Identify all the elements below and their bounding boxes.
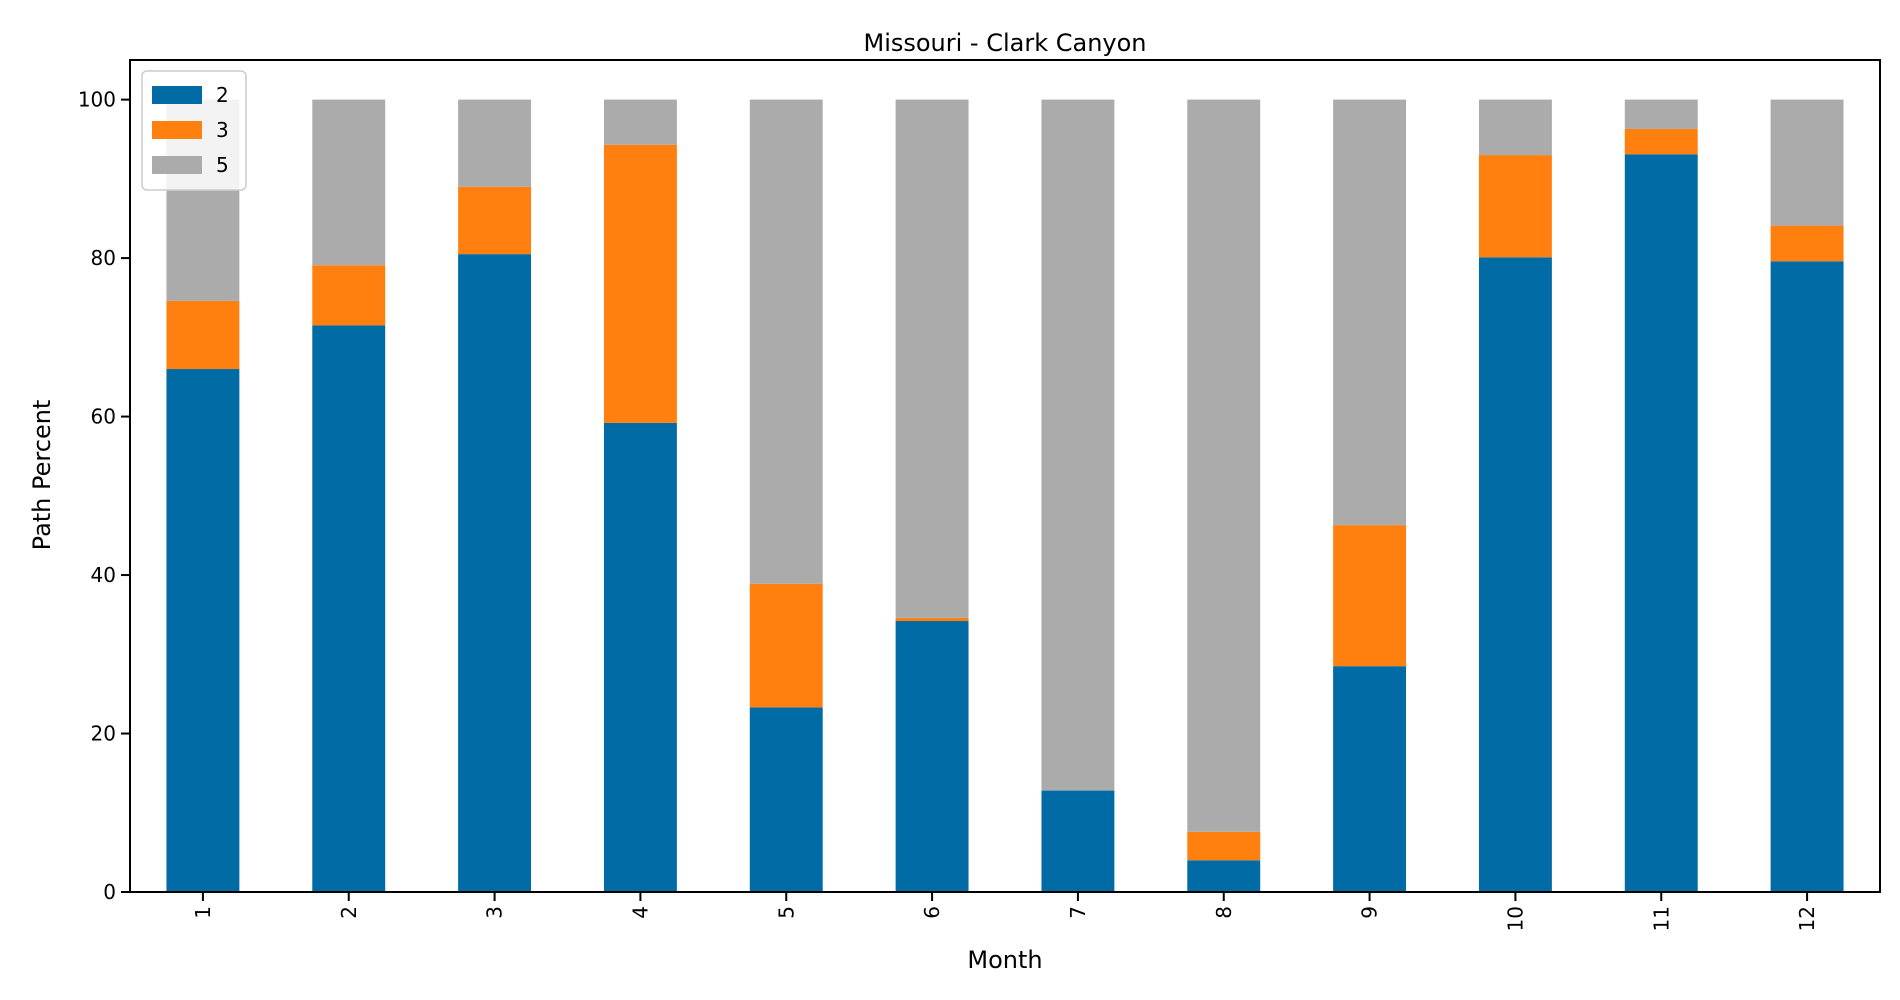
bar-month-6-series-5 bbox=[895, 99, 969, 618]
y-tick-label: 100 bbox=[78, 88, 116, 112]
bar-month-12-series-2 bbox=[1770, 261, 1844, 892]
y-tick-label: 80 bbox=[91, 246, 116, 270]
bar-month-10-series-2 bbox=[1478, 257, 1552, 892]
bars-group bbox=[166, 99, 1844, 893]
x-tick-label: 8 bbox=[1212, 906, 1236, 919]
bar-month-6-series-2 bbox=[895, 621, 969, 892]
bar-month-12-series-3 bbox=[1770, 225, 1844, 262]
bar-month-6-series-3 bbox=[895, 617, 969, 622]
bar-month-3-series-3 bbox=[458, 186, 532, 255]
x-axis-title: Month bbox=[967, 946, 1042, 974]
bar-month-3-series-5 bbox=[458, 99, 532, 187]
bar-month-2-series-3 bbox=[312, 265, 386, 326]
x-tick-label: 9 bbox=[1358, 906, 1382, 919]
y-axis: 0 20 40 60 80 100 bbox=[78, 88, 130, 904]
bar-month-7-series-2 bbox=[1041, 790, 1115, 892]
x-tick-label: 11 bbox=[1649, 906, 1673, 931]
x-tick-label: 10 bbox=[1503, 906, 1527, 931]
legend-swatch-5 bbox=[152, 156, 202, 174]
bar-month-1-series-3 bbox=[166, 300, 240, 370]
y-tick-label: 60 bbox=[91, 405, 116, 429]
y-axis-title: Path Percent bbox=[28, 400, 56, 551]
x-tick-label: 5 bbox=[774, 906, 798, 919]
y-tick-label: 40 bbox=[91, 563, 116, 587]
chart-title: Missouri - Clark Canyon bbox=[863, 29, 1146, 57]
bar-month-9-series-3 bbox=[1333, 525, 1407, 667]
y-tick-label: 0 bbox=[103, 880, 116, 904]
x-tick-label: 4 bbox=[628, 906, 652, 919]
legend-label-5: 5 bbox=[216, 153, 229, 177]
bar-month-11-series-5 bbox=[1624, 99, 1698, 129]
bar-month-9-series-2 bbox=[1333, 666, 1407, 892]
bar-month-4-series-5 bbox=[603, 99, 677, 145]
bar-month-10-series-3 bbox=[1478, 155, 1552, 258]
bar-month-9-series-5 bbox=[1333, 99, 1407, 526]
bar-month-8-series-5 bbox=[1187, 99, 1261, 832]
x-tick-label: 1 bbox=[191, 906, 215, 919]
x-tick-label: 12 bbox=[1795, 906, 1819, 931]
bar-month-4-series-3 bbox=[603, 144, 677, 423]
bar-month-2-series-5 bbox=[312, 99, 386, 266]
bar-month-5-series-5 bbox=[749, 99, 823, 584]
bar-month-1-series-2 bbox=[166, 369, 240, 892]
bar-month-8-series-3 bbox=[1187, 831, 1261, 861]
plot-frame bbox=[129, 59, 1881, 893]
legend-swatch-2 bbox=[152, 86, 202, 104]
bar-month-10-series-5 bbox=[1478, 99, 1552, 156]
bar-month-5-series-2 bbox=[749, 707, 823, 892]
x-axis: 1 2 3 4 5 6 7 8 9 10 11 12 bbox=[191, 892, 1819, 931]
bar-month-5-series-3 bbox=[749, 583, 823, 708]
bar-month-3-series-2 bbox=[458, 254, 532, 893]
bar-month-11-series-3 bbox=[1624, 128, 1698, 155]
legend: 2 3 5 bbox=[141, 70, 247, 191]
legend-label-3: 3 bbox=[216, 118, 229, 142]
bar-month-11-series-2 bbox=[1624, 154, 1698, 892]
bar-month-2-series-2 bbox=[312, 325, 386, 892]
x-tick-label: 3 bbox=[483, 906, 507, 919]
bar-month-8-series-2 bbox=[1187, 860, 1261, 892]
bar-month-7-series-5 bbox=[1041, 99, 1115, 791]
legend-label-2: 2 bbox=[216, 83, 229, 107]
bar-month-4-series-2 bbox=[603, 422, 677, 892]
legend-swatch-3 bbox=[152, 121, 202, 139]
x-tick-label: 6 bbox=[920, 906, 944, 919]
x-tick-label: 7 bbox=[1066, 906, 1090, 919]
x-tick-label: 2 bbox=[337, 906, 361, 919]
bar-month-12-series-5 bbox=[1770, 99, 1844, 226]
y-tick-label: 20 bbox=[91, 722, 116, 746]
